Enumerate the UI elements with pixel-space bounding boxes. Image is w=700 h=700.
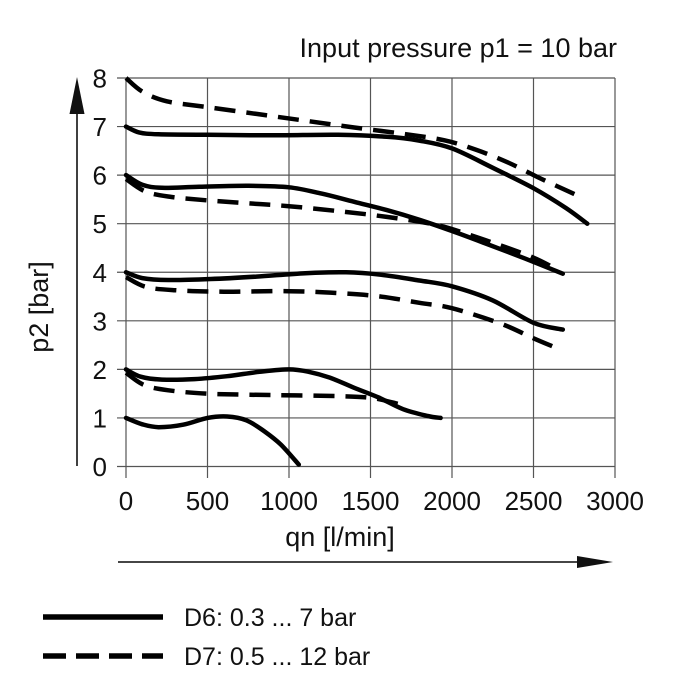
curve-D6-set1 [123,414,302,467]
x-tick-label-1000: 1000 [260,486,318,516]
x-tick-label-500: 500 [186,486,229,516]
curves [123,76,590,467]
y-tick-label-7: 7 [93,112,107,142]
y-tick-label-1: 1 [93,403,107,433]
legend-label-d7: D7: 0.5 ... 12 bar [184,643,370,671]
y-tick-label-6: 6 [93,161,107,191]
x-tick-label-1500: 1500 [342,486,400,516]
y-tick-label-2: 2 [93,355,107,385]
curve-D6-set7 [123,124,590,226]
x-tick-label-2000: 2000 [423,486,481,516]
tick-labels: 0 1 2 3 4 5 6 7 8 0 500 1000 1500 2000 2500 3000 [93,64,644,517]
y-tick-label-0: 0 [93,452,107,482]
curve-D7-set8 [124,76,579,198]
x-tick-label-2500: 2500 [505,486,563,516]
x-axis-arrow [118,556,613,568]
y-axis-label: p2 [bar] [24,261,54,353]
y-tick-label-3: 3 [93,306,107,336]
chart-title: Input pressure p1 = 10 bar [300,33,617,63]
x-axis-arrow-head-icon [577,556,613,568]
y-axis-arrow-head-icon [69,77,85,114]
x-axis-label: qn [l/min] [285,522,395,552]
y-tick-label-8: 8 [93,64,107,94]
legend: D6: 0.3 ... 7 bar D7: 0.5 ... 12 bar [43,604,370,671]
legend-label-d6: D6: 0.3 ... 7 bar [184,604,356,632]
x-tick-label-0: 0 [119,486,133,516]
curve-D7-set6 [124,177,555,270]
y-tick-label-4: 4 [93,258,107,288]
legend-item-d6: D6: 0.3 ... 7 bar [43,604,356,632]
curve-D6-set4 [123,269,566,332]
curve-D7-set4 [124,275,554,349]
x-tick-label-3000: 3000 [586,486,644,516]
curve-D6-set6 [123,172,566,276]
curve-D6-set2 [123,367,443,421]
y-tick-label-5: 5 [93,209,107,239]
y-axis-arrow [69,77,85,466]
legend-item-d7: D7: 0.5 ... 12 bar [43,643,370,671]
